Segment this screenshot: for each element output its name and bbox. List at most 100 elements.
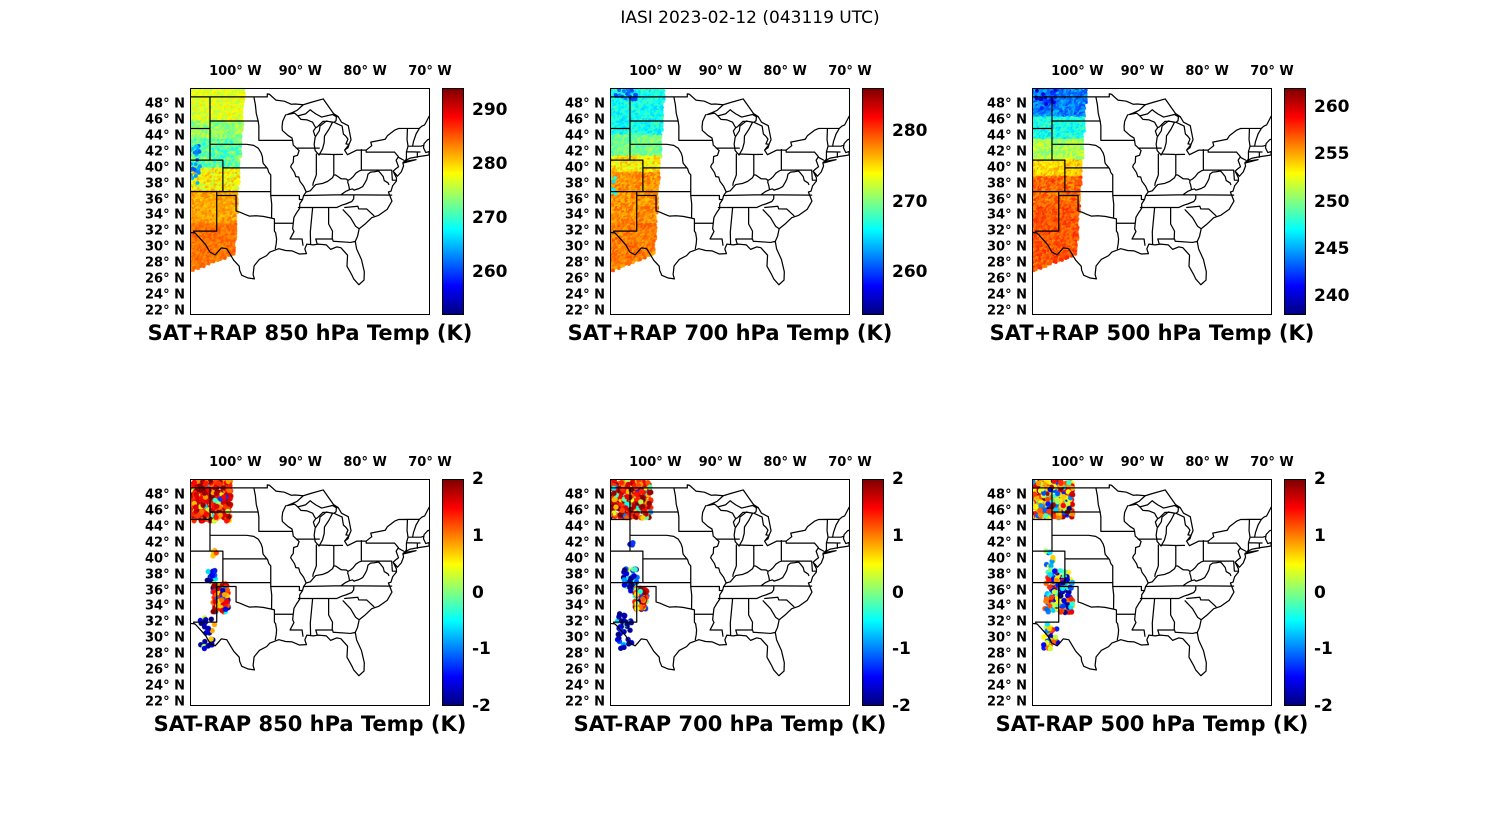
colorbar-tick-value: -2 <box>472 696 491 716</box>
lat-tick-label: 48° N <box>145 487 185 503</box>
lat-tick-label: 42° N <box>145 535 185 551</box>
lat-tick-label: 36° N <box>565 583 605 598</box>
lon-tick-label: 90° W <box>278 64 323 79</box>
lon-tick-label: 100° W <box>1051 455 1104 470</box>
colorbar <box>862 479 884 706</box>
lon-tick-label: 100° W <box>1051 64 1104 79</box>
data-layer <box>191 89 429 314</box>
lon-tick-label: 90° W <box>278 455 323 470</box>
lat-tick-label: 28° N <box>565 646 605 662</box>
lon-tick-label: 90° W <box>698 64 743 79</box>
colorbar-tick-value: 1 <box>1314 525 1326 546</box>
colorbar-tick-labels: 2 1 0 -1 -2 <box>472 469 530 716</box>
lat-tick-label: 24° N <box>145 678 185 694</box>
lon-tick-label: 70° W <box>828 64 872 79</box>
lat-tick-label: 48° N <box>565 96 605 112</box>
lat-tick-label: 38° N <box>987 176 1027 192</box>
lat-tick-label: 36° N <box>145 583 185 598</box>
lon-tick-label: 70° W <box>408 64 452 79</box>
lat-tick-label: 42° N <box>565 535 605 551</box>
lat-tick-label: 24° N <box>145 287 185 303</box>
us-map <box>611 484 849 677</box>
colorbar-tick-labels: 260 255 250 245 240 <box>1314 88 1372 315</box>
colorbar-tick-labels: 2 1 0 -1 -2 <box>892 469 950 716</box>
lat-tick-label: 28° N <box>987 255 1027 271</box>
colorbar-tick-value: -2 <box>892 696 911 716</box>
lat-tick-label: 44° N <box>145 519 185 535</box>
lon-tick-label: 80° W <box>1185 64 1229 79</box>
us-map <box>191 93 429 286</box>
colorbar-tick-labels: 280 270 260 <box>892 88 950 315</box>
lat-tick-label: 30° N <box>565 630 605 646</box>
colorbar-tick-value: -1 <box>1314 639 1333 660</box>
latitude-axis-labels: 48° N 46° N 44° N 42° N 40° N 38° N 36° N 34° N… <box>130 88 187 318</box>
lat-tick-label: 38° N <box>145 567 185 583</box>
data-layer <box>1033 480 1271 705</box>
data-layer <box>611 89 849 314</box>
lat-tick-label: 26° N <box>145 662 185 678</box>
panel-title: SAT+RAP 500 hPa Temp (K) <box>989 321 1315 345</box>
lon-tick-label: 70° W <box>408 455 452 470</box>
lon-tick-label: 90° W <box>1120 64 1165 79</box>
lon-tick-label: 70° W <box>828 455 872 470</box>
lat-tick-label: 40° N <box>987 160 1027 176</box>
colorbar <box>442 479 464 706</box>
lat-tick-label: 38° N <box>565 567 605 583</box>
lat-tick-label: 34° N <box>987 207 1027 223</box>
lat-tick-label: 34° N <box>145 207 185 223</box>
colorbar-tick-value: -2 <box>1314 696 1333 716</box>
colorbar-tick-value: 0 <box>1314 582 1326 603</box>
lat-tick-label: 26° N <box>565 271 605 287</box>
lat-tick-label: 40° N <box>145 551 185 567</box>
lat-tick-label: 40° N <box>145 160 185 176</box>
lat-tick-label: 34° N <box>565 207 605 223</box>
us-map <box>1033 484 1271 677</box>
latitude-axis-labels: 48° N 46° N 44° N 42° N 40° N 38° N 36° N 34° N… <box>130 479 187 709</box>
lat-tick-label: 40° N <box>565 160 605 176</box>
lat-tick-label: 46° N <box>987 503 1027 519</box>
colorbar-tick-value: -1 <box>892 639 911 660</box>
lat-tick-label: 24° N <box>565 678 605 694</box>
longitude-axis-labels: 100° W 90° W 80° W 70° W <box>610 455 872 473</box>
coastline-and-state-borders-path <box>611 93 849 286</box>
lat-tick-label: 42° N <box>145 144 185 160</box>
lat-tick-label: 36° N <box>987 192 1027 207</box>
lon-tick-label: 90° W <box>698 455 743 470</box>
colorbar-tick-value: 1 <box>472 525 484 546</box>
lat-tick-label: 26° N <box>565 662 605 678</box>
coastline-and-state-borders-path <box>1033 484 1271 677</box>
lat-tick-label: 46° N <box>987 112 1027 128</box>
colorbar-tick-value: 2 <box>472 469 484 489</box>
lat-tick-label: 22° N <box>565 694 605 710</box>
lat-tick-label: 24° N <box>987 287 1027 303</box>
data-layer <box>191 480 429 705</box>
lat-tick-label: 32° N <box>565 223 605 239</box>
panel-title: SAT+RAP 850 hPa Temp (K) <box>147 321 473 345</box>
lat-tick-label: 36° N <box>565 192 605 207</box>
longitude-axis-labels: 100° W 90° W 80° W 70° W <box>190 455 452 473</box>
us-map <box>611 93 849 286</box>
lat-tick-label: 28° N <box>145 646 185 662</box>
colorbar-tick-value: 240 <box>1314 286 1350 307</box>
panel-title: SAT-RAP 500 hPa Temp (K) <box>995 712 1309 736</box>
lat-tick-label: 42° N <box>987 144 1027 160</box>
lon-tick-label: 80° W <box>763 64 807 79</box>
lat-tick-label: 30° N <box>987 239 1027 255</box>
colorbar-tick-labels: 290 280 270 260 <box>472 88 530 315</box>
map-panel-sat-rap-sum-850: 100° W 90° W 80° W 70° W 48° N 46° N 44° N 42°… <box>130 58 530 370</box>
colorbar-tick-value: 2 <box>892 469 904 489</box>
lat-tick-label: 44° N <box>987 519 1027 535</box>
map-panel-sat-rap-sum-700: 100° W 90° W 80° W 70° W 48° N 46° N 44° N 42°… <box>550 58 950 370</box>
latitude-axis-labels: 48° N 46° N 44° N 42° N 40° N 38° N 36° N 34° N… <box>550 479 607 709</box>
colorbar <box>1284 88 1306 315</box>
lat-tick-label: 30° N <box>145 630 185 646</box>
colorbar-tick-value: 0 <box>892 582 904 603</box>
lat-tick-label: 22° N <box>987 694 1027 710</box>
map-axes <box>190 88 430 315</box>
lat-tick-label: 46° N <box>565 503 605 519</box>
lat-tick-label: 34° N <box>987 598 1027 614</box>
panel-title: SAT-RAP 850 hPa Temp (K) <box>153 712 467 736</box>
coastline-and-state-borders-path <box>191 93 429 286</box>
colorbar-tick-value: 270 <box>892 191 928 212</box>
